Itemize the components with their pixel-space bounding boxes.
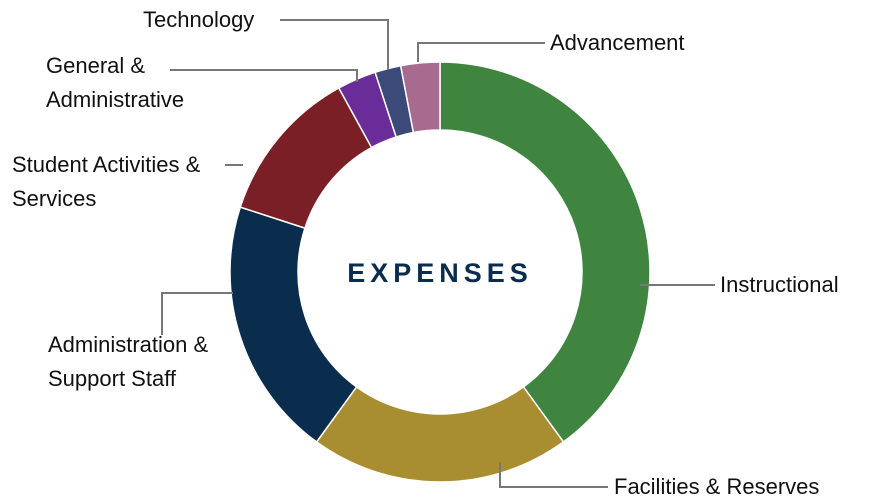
leader-line [280, 19, 389, 70]
leader-line [499, 462, 608, 488]
segment-label: Administration & Support Staff [48, 332, 209, 391]
segment-label: Facilities & Reserves [614, 474, 820, 499]
leader-line [417, 42, 545, 62]
segment-label: Advancement [550, 30, 685, 55]
leader-line [161, 292, 233, 335]
segment-label: Technology [143, 7, 255, 32]
donut-segment [399, 61, 441, 134]
donut-segment [439, 61, 651, 443]
segment-label: Instructional [720, 272, 839, 297]
segment-label: Student Activities & Services [12, 152, 201, 211]
donut-segment [315, 385, 565, 483]
chart-title: EXPENSES [347, 258, 533, 288]
leader-line [170, 69, 358, 82]
donut-segment [229, 206, 358, 443]
segment-label: General & Administrative [46, 53, 185, 112]
